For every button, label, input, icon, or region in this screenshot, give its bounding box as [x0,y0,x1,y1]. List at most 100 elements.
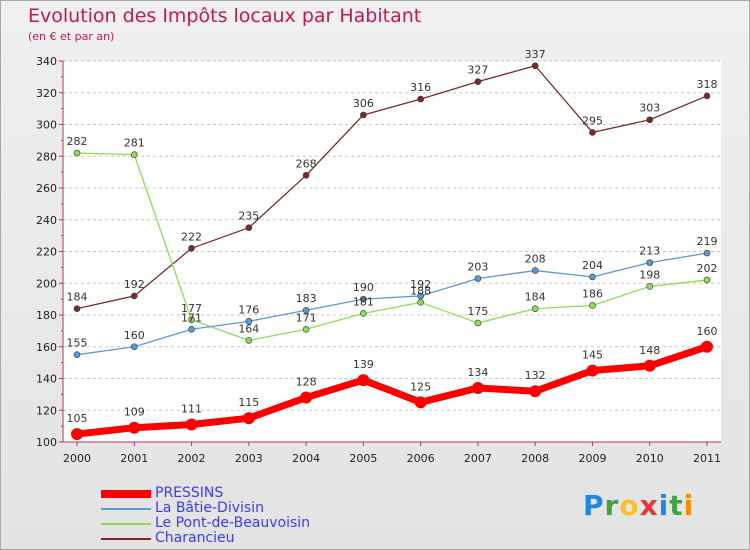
data-label: 181 [353,295,374,308]
data-point [360,295,367,303]
x-tick-label: 2000 [63,452,91,465]
data-label: 192 [410,278,431,291]
data-label: 268 [296,157,317,170]
y-tick-label: 260 [36,182,57,195]
data-point [302,172,310,179]
y-tick-label: 120 [36,404,57,417]
data-label: 203 [467,260,488,273]
proxiti-logo: Proxiti [583,489,694,522]
data-label: 327 [467,64,488,77]
data-point [188,245,195,252]
y-tick-label: 340 [36,55,57,68]
data-label: 177 [181,302,202,315]
legend-label: Le Pont-de-Beauvoisin [155,515,311,531]
data-point [130,343,138,351]
y-tick-label: 160 [36,341,57,354]
legend-item: PRESSINS [101,486,223,501]
legend-label: PRESSINS [155,485,224,501]
data-point [417,298,424,306]
data-label: 155 [67,337,88,350]
data-point [73,351,81,358]
y-tick-label: 320 [36,87,57,100]
data-label: 175 [467,305,488,318]
legend-item: Le Pont-de-Beauvoisin [101,516,310,531]
data-point [646,116,654,124]
data-label: 198 [639,268,660,281]
y-tick-label: 220 [36,246,57,259]
legend-item: La Bâtie-Divisin [101,501,264,516]
x-tick-label: 2007 [464,452,492,465]
data-label: 139 [353,358,374,371]
data-point [130,292,138,300]
data-point [360,310,367,317]
data-label: 188 [410,284,431,297]
logo-letter: P [583,489,605,522]
x-tick-label: 2003 [235,452,263,465]
data-point [471,382,484,395]
data-label: 281 [124,137,145,150]
legend-label: La Bâtie-Divisin [155,500,264,516]
data-label: 213 [639,245,660,258]
legend-swatch [101,537,151,540]
data-label: 282 [67,135,88,148]
data-point [529,385,542,398]
data-label: 337 [525,48,546,61]
data-point [589,273,596,281]
data-point [701,340,713,353]
data-point [589,302,596,309]
data-label: 145 [582,349,603,362]
x-tick-label: 2008 [521,452,549,465]
x-tick-label: 2006 [407,452,435,465]
data-label: 306 [353,97,374,110]
data-point [474,78,482,85]
data-point [360,111,367,119]
data-label: 208 [525,253,546,266]
data-label: 183 [296,292,317,305]
data-point [646,283,654,290]
y-tick-label: 240 [36,214,57,227]
data-label: 235 [238,210,259,223]
data-point [245,337,253,344]
data-point [586,364,599,377]
data-point [357,374,370,387]
chart-title: Evolution des Impôts locaux par Habitant [28,5,422,27]
data-label: 219 [697,235,718,248]
data-point [71,428,83,441]
data-label: 160 [697,325,718,338]
x-tick-label: 2011 [693,452,721,465]
data-point [185,418,198,431]
x-tick-label: 2001 [120,452,148,465]
y-tick-label: 100 [36,436,57,449]
legend-swatch [101,522,151,525]
data-label: 204 [582,259,603,272]
data-label: 134 [467,366,488,379]
data-point [531,62,539,70]
data-label: 115 [238,396,259,409]
y-tick-label: 140 [36,373,57,386]
logo-letter: x [639,489,659,522]
data-label: 132 [525,369,546,382]
series-line [73,343,711,438]
data-point [417,95,424,103]
y-tick-label: 180 [36,309,57,322]
data-point [703,276,711,284]
data-point [245,318,253,325]
data-point [643,359,656,372]
data-point [417,292,424,300]
data-point [188,325,195,333]
data-label: 192 [124,278,145,291]
x-tick-label: 2010 [636,452,664,465]
data-label: 125 [410,380,431,393]
series-line [76,152,708,342]
data-point [589,129,596,136]
y-tick-label: 300 [36,119,57,132]
data-label: 111 [181,403,202,416]
data-point [73,305,81,312]
series-line [76,252,708,356]
data-label: 109 [124,406,145,419]
data-label: 295 [582,114,603,127]
chart-subtitle: (en € et par an) [28,30,115,43]
data-label: 318 [697,78,718,91]
data-label: 164 [238,322,259,335]
